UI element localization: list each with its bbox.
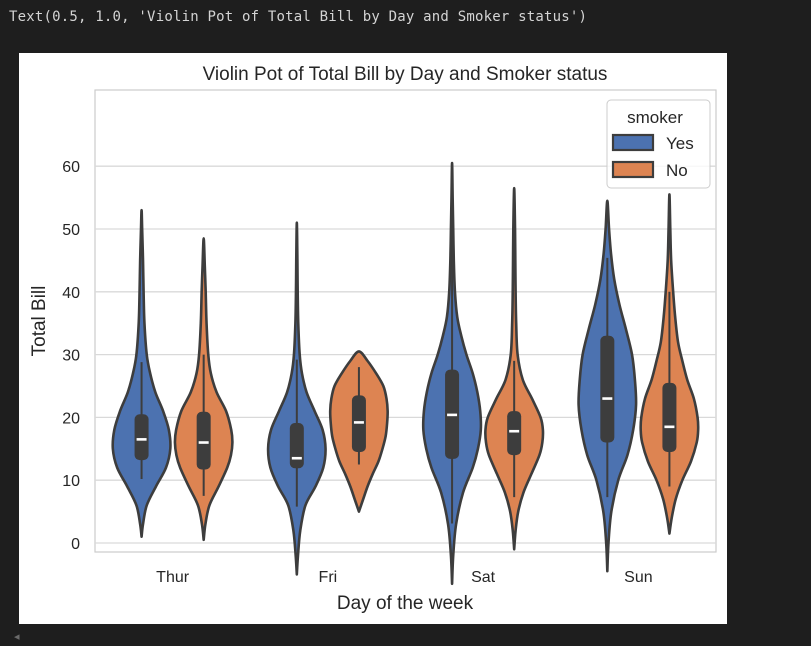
legend-swatch-yes	[611, 133, 655, 152]
y-tick-label-30: 30	[62, 348, 80, 365]
scroll-left-indicator[interactable]: ◂	[14, 631, 20, 643]
violin-sat-no	[484, 186, 545, 551]
y-tick-labels: 0 10 20 30 40 50 60	[62, 159, 80, 553]
legend-label-yes: Yes	[666, 134, 694, 153]
violin-sat-yes	[421, 161, 483, 586]
x-tick-labels: Thur Fri Sat Sun	[156, 569, 652, 586]
y-tick-label-60: 60	[62, 159, 80, 176]
x-tick-label-sat: Sat	[471, 569, 496, 586]
violin-thur-yes	[111, 208, 172, 539]
legend-title: smoker	[627, 108, 683, 127]
y-tick-label-10: 10	[62, 473, 80, 490]
y-tick-label-40: 40	[62, 285, 80, 302]
cell-output-text: Text(0.5, 1.0, 'Violin Pot of Total Bill…	[9, 9, 588, 25]
violin-thur-no	[173, 237, 234, 542]
y-tick-label-50: 50	[62, 222, 80, 239]
chart-figure: Violin Pot of Total Bill by Day and Smok…	[19, 53, 727, 624]
legend-swatch-no	[611, 160, 655, 179]
x-tick-label-thur: Thur	[156, 569, 190, 586]
violin-box-sat-no	[507, 411, 522, 456]
violins	[111, 161, 700, 586]
violin-box-fri-yes	[289, 423, 304, 469]
y-tick-label-20: 20	[62, 410, 80, 427]
y-axis-label: Total Bill	[29, 286, 50, 357]
x-tick-label-sun: Sun	[624, 569, 652, 586]
legend-label-no: No	[666, 161, 688, 180]
x-axis-label: Day of the week	[337, 593, 474, 614]
x-tick-label-fri: Fri	[319, 569, 338, 586]
chart-title: Violin Pot of Total Bill by Day and Smok…	[203, 64, 608, 85]
y-tick-label-0: 0	[71, 536, 80, 553]
violin-box-thur-yes	[134, 414, 149, 461]
violin-fri-no	[328, 350, 389, 513]
violin-chart: Violin Pot of Total Bill by Day and Smok…	[29, 64, 717, 614]
violin-box-sun-yes	[600, 335, 615, 443]
violin-box-thur-no	[196, 411, 211, 470]
legend: smoker Yes No	[606, 99, 711, 189]
violin-sun-yes	[577, 199, 638, 573]
violin-fri-yes	[266, 221, 327, 576]
violin-box-sun-no	[662, 382, 677, 452]
violin-sun-no	[639, 193, 700, 535]
